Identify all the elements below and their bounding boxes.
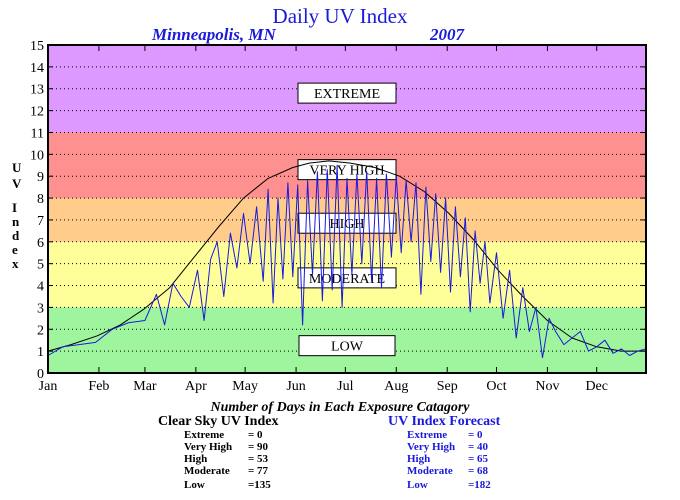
clear-stat-value: = 90 bbox=[248, 441, 269, 453]
x-tick-label: Dec bbox=[585, 379, 608, 394]
x-tick-label: Nov bbox=[535, 379, 559, 394]
y-axis-label-e: e bbox=[12, 242, 18, 257]
y-tick-label: 14 bbox=[30, 61, 44, 76]
band-label-box bbox=[297, 82, 397, 104]
band-label-box bbox=[297, 212, 397, 234]
y-tick-label: 8 bbox=[37, 192, 44, 207]
x-tick-label: Jul bbox=[337, 379, 353, 394]
x-tick-label: Oct bbox=[486, 379, 506, 394]
x-tick-label: Jun bbox=[286, 379, 305, 394]
forecast-stat-value: = 68 bbox=[468, 465, 489, 477]
forecast-stat-label: High bbox=[407, 453, 431, 465]
forecast-stat-label: Extreme bbox=[407, 429, 448, 441]
band-label: EXTREME bbox=[314, 87, 380, 102]
y-tick-label: 0 bbox=[37, 367, 44, 382]
forecast-stat-label: Low bbox=[407, 479, 428, 491]
chart-title: Daily UV Index bbox=[272, 4, 408, 28]
y-tick-label: 13 bbox=[30, 83, 44, 98]
band-label: HIGH bbox=[330, 217, 365, 232]
y-tick-label: 6 bbox=[37, 236, 44, 251]
y-axis-label-v: V bbox=[12, 176, 22, 191]
clear-stat-label: Moderate bbox=[184, 465, 230, 477]
clear-stat-value: =135 bbox=[248, 479, 271, 491]
chart-year: 2007 bbox=[430, 25, 464, 44]
forecast-stat-value: = 40 bbox=[468, 441, 489, 453]
y-tick-label: 1 bbox=[37, 345, 44, 360]
y-tick-label: 15 bbox=[30, 39, 44, 54]
y-tick-label: 3 bbox=[37, 301, 44, 316]
forecast-stat-value: = 0 bbox=[468, 429, 483, 441]
clear-stat-value: = 53 bbox=[248, 453, 269, 465]
forecast-stat-label: Very High bbox=[407, 441, 456, 453]
clear-stat-value: = 0 bbox=[248, 429, 263, 441]
x-tick-label: Feb bbox=[88, 379, 109, 394]
forecast-stat-label: Moderate bbox=[407, 465, 453, 477]
clear-stat-label: Low bbox=[184, 479, 205, 491]
x-tick-label: May bbox=[232, 379, 258, 394]
y-axis-label-x: x bbox=[12, 256, 19, 271]
forecast-stat-value: = 65 bbox=[468, 453, 489, 465]
y-axis-label-d: d bbox=[12, 228, 20, 243]
clear-sky-heading: Clear Sky UV Index bbox=[158, 414, 279, 429]
y-tick-label: 12 bbox=[30, 105, 44, 120]
x-tick-label: Jan bbox=[39, 379, 58, 394]
clear-stat-label: Extreme bbox=[184, 429, 225, 441]
y-axis-label-i: I bbox=[12, 200, 18, 215]
clear-stat-value: = 77 bbox=[248, 465, 269, 477]
plot-frame bbox=[47, 44, 647, 374]
uv-forecast-line bbox=[47, 164, 647, 359]
y-tick-label: 4 bbox=[37, 280, 44, 295]
band-label: MODERATE bbox=[309, 272, 385, 287]
y-axis-label-n: n bbox=[12, 214, 20, 229]
y-tick-label: 2 bbox=[37, 323, 44, 338]
y-tick-label: 9 bbox=[37, 170, 44, 185]
y-tick-label: 11 bbox=[31, 126, 44, 141]
forecast-stat-value: =182 bbox=[468, 479, 491, 491]
y-tick-label: 5 bbox=[37, 258, 44, 273]
band-label-box bbox=[298, 335, 396, 357]
x-tick-label: Sep bbox=[437, 379, 458, 394]
clear-stat-label: Very High bbox=[184, 441, 233, 453]
band-label: LOW bbox=[331, 340, 364, 355]
x-tick-label: Mar bbox=[133, 379, 157, 394]
y-tick-label: 7 bbox=[37, 214, 44, 229]
exposure-caption: Number of Days in Each Exposure Catagory bbox=[210, 400, 470, 415]
band-label: VERY HIGH bbox=[309, 164, 384, 179]
chart-location: Minneapolis, MN bbox=[152, 25, 276, 44]
clear-stat-label: High bbox=[184, 453, 208, 465]
x-tick-label: Apr bbox=[185, 379, 207, 394]
forecast-heading: UV Index Forecast bbox=[388, 414, 501, 429]
y-tick-label: 10 bbox=[30, 148, 44, 163]
y-axis-label-u: U bbox=[12, 160, 22, 175]
x-tick-label: Aug bbox=[384, 379, 408, 394]
clear-sky-uv-line bbox=[47, 160, 646, 352]
